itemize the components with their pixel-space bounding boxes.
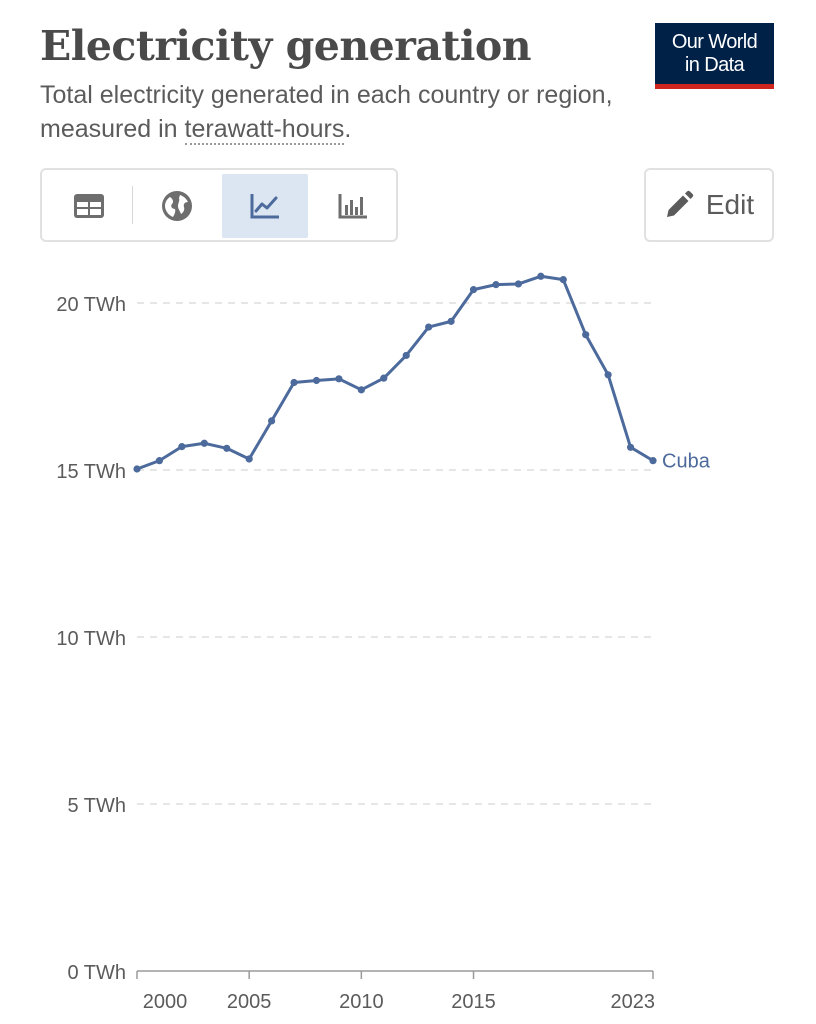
x-tick-label: 2023 [611, 991, 656, 1013]
bar-chart-icon [338, 194, 367, 219]
tab-line-chart[interactable] [222, 174, 308, 238]
data-point [268, 417, 276, 425]
chart-title: Electricity generation [40, 22, 532, 70]
y-tick-label: 20 TWh [56, 294, 126, 316]
line-chart: 0 TWh 5 TWh 10 TWh 15 TWh 20 TWh 2000 2005 2010… [56, 272, 711, 1013]
y-tick-label: 0 TWh [67, 962, 126, 984]
logo-line-1: Our World [671, 31, 758, 53]
y-tick-label: 10 TWh [56, 628, 126, 650]
y-tick-label: 5 TWh [67, 795, 126, 817]
data-point [402, 351, 410, 360]
chart-tab-bar [40, 168, 398, 242]
data-point [469, 286, 478, 294]
our-world-in-data-logo[interactable]: Our World in Data [655, 23, 774, 89]
x-tick-label: 2015 [451, 991, 496, 1013]
data-point [649, 457, 657, 465]
series-line-cuba [136, 274, 654, 471]
x-tick-label: 2010 [339, 991, 384, 1013]
y-tick-label: 15 TWh [56, 461, 126, 483]
pencil-icon [666, 190, 694, 217]
data-point [223, 444, 231, 452]
subtitle-text: Total electricity generated in each coun… [40, 81, 613, 143]
data-point [335, 375, 343, 383]
data-point [492, 281, 500, 289]
chart-subtitle: Total electricity generated in each coun… [40, 78, 620, 146]
data-point [425, 323, 433, 331]
globe-icon [162, 191, 192, 221]
data-point [245, 455, 253, 463]
data-point [357, 386, 365, 394]
tab-table[interactable] [46, 174, 132, 238]
tab-map[interactable] [134, 174, 220, 238]
line-chart-icon [250, 194, 279, 219]
series-label-cuba: Cuba [662, 451, 711, 473]
terawatt-hours-link[interactable]: terawatt-hours [184, 115, 345, 145]
data-point [582, 331, 590, 339]
x-tick-label: 2005 [227, 991, 272, 1013]
table-icon [74, 194, 104, 218]
tab-bar-chart[interactable] [310, 174, 396, 238]
data-point [290, 378, 298, 387]
data-point [178, 443, 186, 451]
data-point [380, 374, 388, 382]
data-point [514, 280, 522, 288]
tab-divider [132, 186, 133, 224]
data-point [200, 439, 208, 447]
data-point [604, 371, 612, 379]
data-point [626, 443, 635, 451]
edit-button-label: Edit [705, 189, 755, 220]
data-point [537, 272, 545, 280]
subtitle-end: . [344, 115, 352, 143]
data-point [155, 457, 164, 465]
data-point [133, 465, 141, 473]
logo-line-2: in Data [684, 54, 745, 76]
x-tick-label: 2000 [143, 991, 188, 1013]
data-point [312, 376, 321, 385]
data-point [559, 276, 567, 284]
edit-button[interactable]: Edit [644, 168, 774, 242]
data-point [447, 317, 455, 325]
